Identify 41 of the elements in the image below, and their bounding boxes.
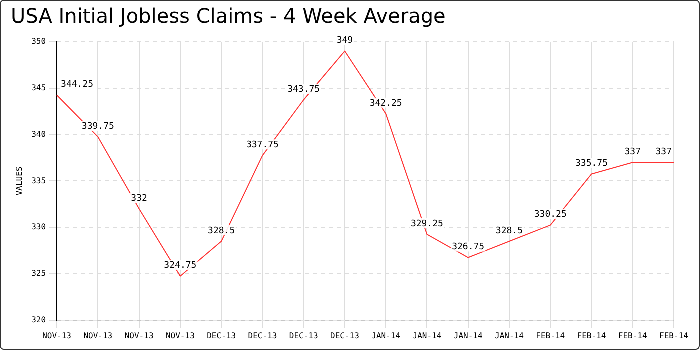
- data-label: 332: [131, 194, 148, 204]
- data-label: 337: [656, 147, 672, 158]
- x-tick-label: FEB-14: [618, 331, 648, 340]
- data-label: 343.75: [288, 84, 320, 95]
- x-tick-label: NOV-13: [84, 331, 113, 340]
- x-tick-label: FEB-14: [577, 331, 606, 340]
- data-label: 342.25: [370, 98, 402, 109]
- y-tick-label: 335: [32, 176, 46, 186]
- data-label: 328.5: [496, 226, 524, 236]
- data-label: 324.75: [164, 261, 197, 272]
- y-tick-label: 325: [32, 269, 46, 278]
- data-label: 326.75: [452, 242, 485, 253]
- x-tick-label: DEC-13: [248, 331, 278, 340]
- x-tick-label: JAN-14: [412, 331, 442, 340]
- x-tick-label: NOV-13: [42, 331, 72, 340]
- x-tick-label: FEB-14: [660, 331, 689, 340]
- data-label: 337: [624, 147, 642, 158]
- y-tick-label: 350: [32, 37, 46, 46]
- x-tick-label: JAN-14: [454, 331, 483, 340]
- x-tick-label: JAN-14: [372, 331, 401, 340]
- x-tick-label: DEC-13: [330, 331, 360, 340]
- x-tick-label: DEC-13: [289, 331, 318, 340]
- x-tick-label: DEC-13: [207, 331, 236, 340]
- data-label: 349: [336, 36, 354, 46]
- y-axis-title: VALUES: [14, 166, 24, 196]
- data-label: 339.75: [82, 122, 114, 132]
- x-tick-label: NOV-13: [124, 331, 154, 340]
- data-label: 330.25: [534, 210, 567, 220]
- y-tick-label: 345: [32, 83, 46, 92]
- y-tick-label: 320: [32, 315, 46, 324]
- data-label: 344.25: [61, 80, 94, 90]
- data-label: 335.75: [575, 159, 608, 170]
- y-tick-label: 340: [32, 130, 46, 139]
- data-label: 328.5: [208, 226, 236, 236]
- y-tick-label: 330: [32, 222, 46, 232]
- x-tick-label: FEB-14: [536, 331, 566, 340]
- chart-title: USA Initial Jobless Claims - 4 Week Average: [11, 4, 446, 28]
- x-tick-label: JAN-14: [495, 331, 524, 340]
- data-label: 337.75: [246, 140, 279, 151]
- data-label: 329.25: [410, 219, 444, 230]
- x-tick-label: NOV-13: [166, 331, 196, 340]
